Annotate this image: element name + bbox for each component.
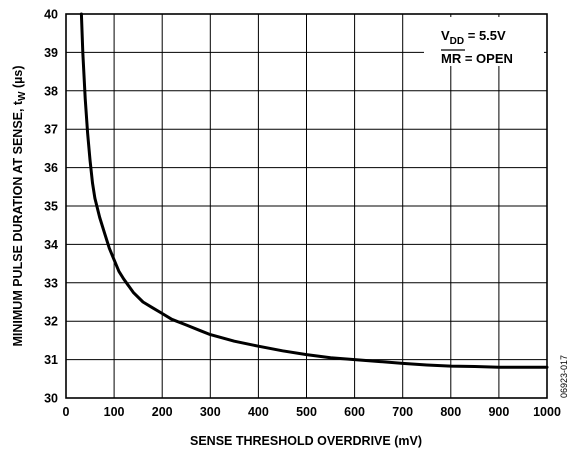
y-axis-label: MINIMUM PULSE DURATION AT SENSE, tW (µs) <box>11 65 28 346</box>
y-tick-label: 35 <box>44 200 58 214</box>
y-tick-label: 31 <box>44 353 58 367</box>
x-tick-labels: 0 100 200 300 400 500 600 700 800 900 1000 <box>63 405 561 419</box>
vdd-main: V <box>441 28 450 43</box>
plot-frame <box>65 13 548 399</box>
y-tick-label: 36 <box>44 161 58 175</box>
y-axis-label-main: MINIMUM PULSE DURATION AT SENSE, t <box>11 100 25 346</box>
series-line <box>79 12 549 369</box>
x-tick-label: 900 <box>488 405 509 419</box>
y-axis-label-sub: W <box>17 91 28 101</box>
x-axis-label: SENSE THRESHOLD OVERDRIVE (mV) <box>190 434 422 448</box>
y-tick-label: 40 <box>44 8 58 22</box>
y-tick-labels: 30 31 32 33 34 35 36 37 38 39 40 <box>44 8 58 406</box>
vdd-annotation: VDD = 5.5V <box>441 28 506 47</box>
y-axis-label-unit: (µs) <box>11 65 25 91</box>
vdd-sub: DD <box>450 36 464 47</box>
x-tick-label: 400 <box>248 405 269 419</box>
x-tick-label: 800 <box>440 405 461 419</box>
x-tick-label: 100 <box>104 405 125 419</box>
x-tick-label: 500 <box>296 405 317 419</box>
x-tick-label: 0 <box>63 405 70 419</box>
y-tick-label: 34 <box>44 238 58 252</box>
x-tick-label: 1000 <box>533 405 561 419</box>
x-tick-label: 200 <box>152 405 173 419</box>
y-tick-label: 39 <box>44 46 58 60</box>
legend-box <box>424 17 544 66</box>
vdd-rest: = 5.5V <box>464 28 506 43</box>
x-tick-label: 700 <box>392 405 413 419</box>
y-tick-label: 30 <box>44 392 58 406</box>
x-tick-label: 300 <box>200 405 221 419</box>
mr-annotation: MR = OPEN <box>441 51 513 66</box>
y-tick-label: 37 <box>44 123 58 137</box>
y-tick-label: 38 <box>44 84 58 98</box>
mr-main: MR <box>441 51 462 66</box>
y-tick-label: 32 <box>44 315 58 329</box>
mr-rest: = OPEN <box>461 51 513 66</box>
grid <box>65 13 548 399</box>
y-tick-label: 33 <box>44 276 58 290</box>
figure-id: 06923-017 <box>559 355 569 398</box>
x-tick-label: 600 <box>344 405 365 419</box>
